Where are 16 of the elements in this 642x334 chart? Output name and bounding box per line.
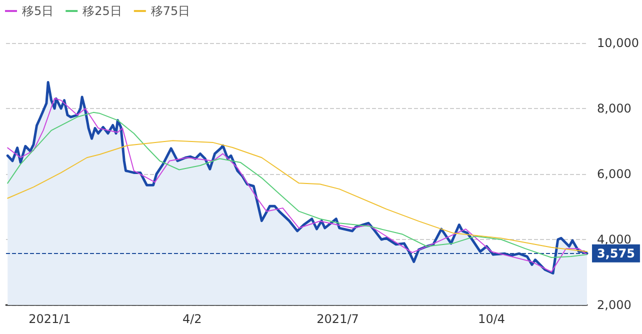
y-tick-label: 10,000 <box>597 36 640 50</box>
legend-label: 移5日 <box>22 4 54 18</box>
x-tick-label: 10/4 <box>478 312 505 326</box>
line-series <box>7 140 588 252</box>
line-series <box>7 112 588 258</box>
line-series <box>7 98 588 272</box>
y-tick-label: 4,000 <box>597 232 632 246</box>
legend-label: 移25日 <box>82 4 122 18</box>
legend-label: 移75日 <box>150 4 190 18</box>
x-tick-label: 4/2 <box>182 312 202 326</box>
x-tick-label: 2021/7 <box>316 312 359 326</box>
y-tick-label: 6,000 <box>597 167 632 181</box>
x-tick-label: 2021/1 <box>28 312 71 326</box>
ref-line-label: 3,575 <box>597 246 635 260</box>
y-tick-label: 2,000 <box>597 298 632 312</box>
y-tick-label: 8,000 <box>597 102 632 116</box>
